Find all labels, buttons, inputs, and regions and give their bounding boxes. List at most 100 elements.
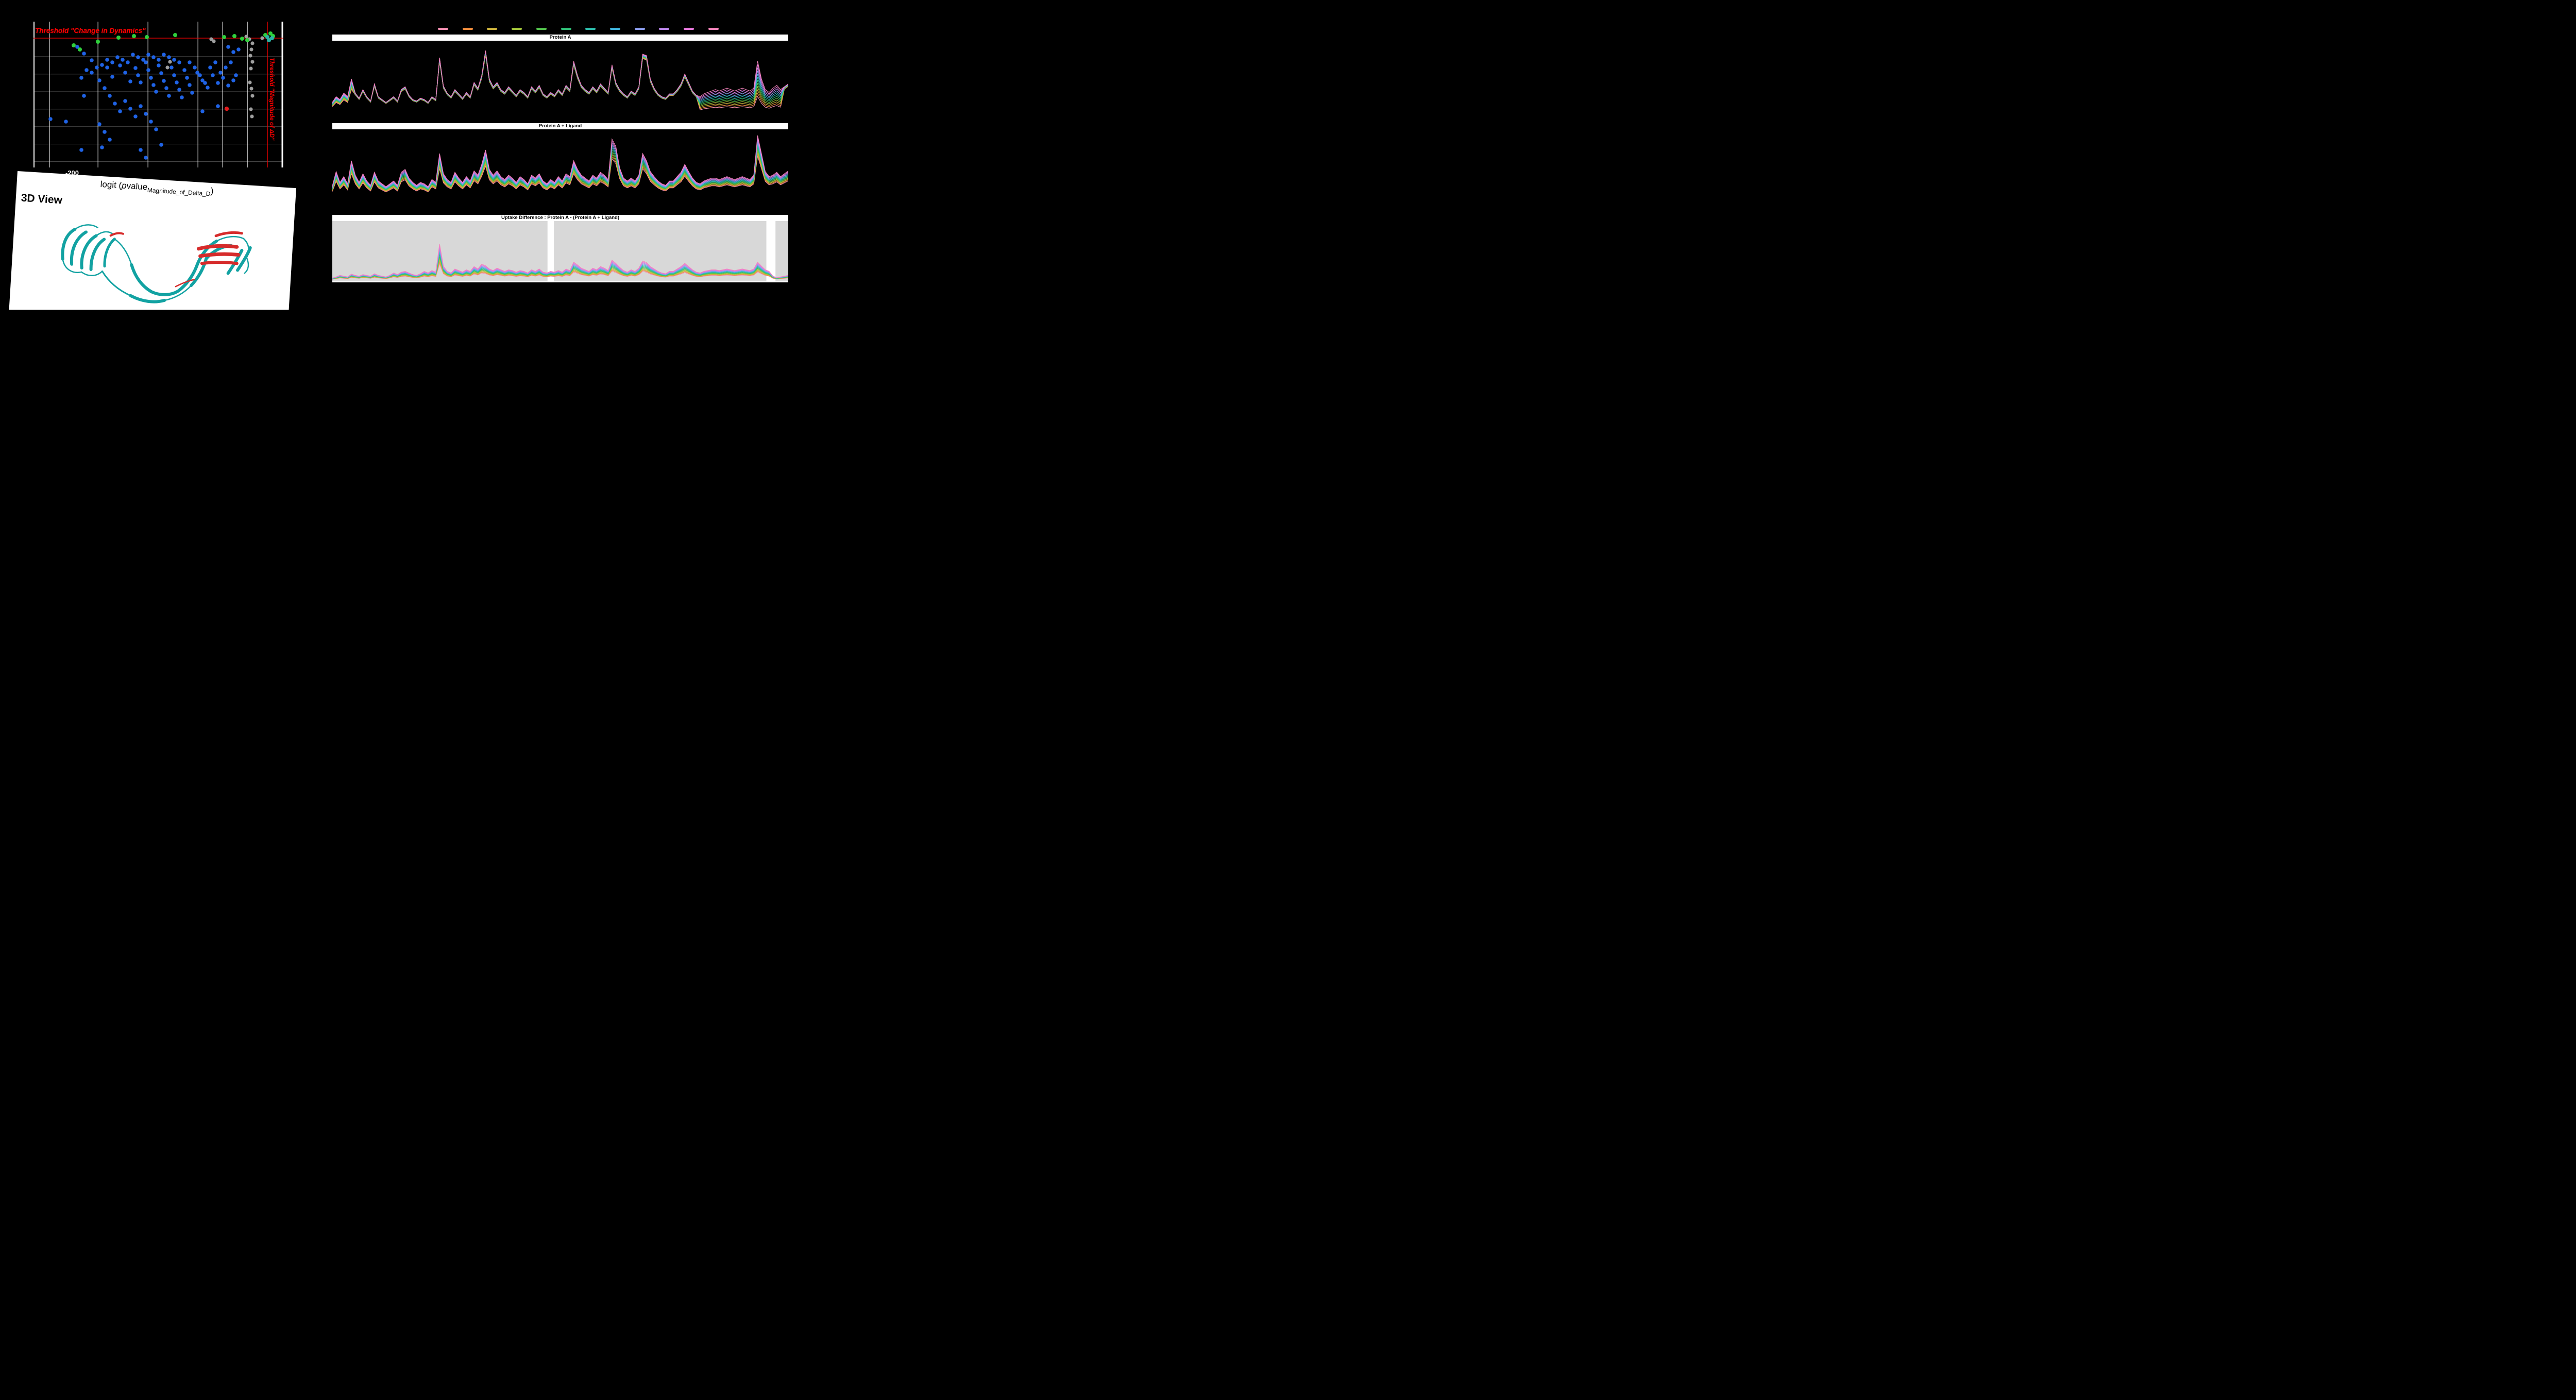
scatter-point-blue-points[interactable] — [84, 68, 89, 72]
timepoint-series-line[interactable] — [332, 55, 788, 109]
legend-timepoint-dash[interactable] — [610, 28, 621, 30]
scatter-point-blue-points[interactable] — [133, 66, 138, 70]
scatter-point-blue-points[interactable] — [157, 63, 161, 68]
scatter-point-blue-points[interactable] — [180, 95, 184, 99]
timepoint-series-line[interactable] — [332, 147, 788, 190]
scatter-point-blue-points[interactable] — [95, 65, 99, 70]
scatter-point-blue-points[interactable] — [149, 120, 153, 124]
scatter-point-blue-points[interactable] — [118, 109, 122, 113]
timepoint-series-line[interactable] — [332, 248, 788, 278]
timepoint-series-line[interactable] — [332, 264, 788, 279]
scatter-point-gray-points[interactable] — [165, 65, 170, 70]
scatter-point-red-points[interactable] — [224, 106, 229, 111]
scatter-point-blue-points[interactable] — [144, 112, 148, 116]
scatter-point-blue-points[interactable] — [193, 65, 197, 70]
scatter-point-blue-points[interactable] — [190, 91, 194, 95]
volcano-plot[interactable] — [33, 22, 283, 167]
scatter-point-blue-points[interactable] — [200, 109, 205, 113]
scatter-point-blue-points[interactable] — [208, 65, 212, 70]
scatter-point-blue-points[interactable] — [144, 156, 148, 160]
3d-view-panel[interactable]: logit (pvalueMagnitude_of_Delta_D) 3D Vi… — [7, 171, 296, 310]
timepoint-series-line[interactable] — [332, 262, 788, 279]
scatter-point-blue-points[interactable] — [206, 86, 210, 90]
scatter-point-blue-points[interactable] — [115, 55, 120, 59]
timepoint-series-line[interactable] — [332, 53, 788, 104]
scatter-point-blue-points[interactable] — [185, 76, 189, 80]
scatter-point-gray-points[interactable] — [249, 107, 253, 111]
scatter-point-gray-points[interactable] — [248, 54, 252, 58]
scatter-point-blue-points[interactable] — [226, 83, 230, 88]
scatter-point-blue-points[interactable] — [100, 145, 104, 149]
legend-timepoint-dash[interactable] — [684, 28, 694, 30]
scatter-point-green-points[interactable] — [268, 31, 273, 36]
timepoint-series-line[interactable] — [332, 259, 788, 279]
scatter-point-teal-points[interactable] — [267, 38, 271, 42]
scatter-point-blue-points[interactable] — [113, 102, 117, 106]
scatter-point-blue-points[interactable] — [221, 76, 225, 80]
timepoint-series-line[interactable] — [332, 145, 788, 189]
scatter-point-gray-points[interactable] — [212, 39, 216, 43]
scatter-point-blue-points[interactable] — [64, 120, 68, 124]
timepoint-series-line[interactable] — [332, 51, 788, 103]
timepoint-series-line[interactable] — [332, 154, 788, 191]
scatter-point-blue-points[interactable] — [144, 60, 148, 64]
scatter-point-blue-points[interactable] — [82, 52, 86, 56]
scatter-point-blue-points[interactable] — [128, 107, 132, 111]
legend-timepoint-dash[interactable] — [708, 28, 719, 30]
scatter-point-blue-points[interactable] — [108, 94, 112, 98]
scatter-point-blue-points[interactable] — [105, 58, 109, 62]
scatter-point-blue-points[interactable] — [126, 60, 130, 64]
scatter-point-blue-points[interactable] — [226, 45, 230, 49]
scatter-point-gray-points[interactable] — [250, 41, 255, 45]
scatter-point-blue-points[interactable] — [90, 71, 94, 75]
scatter-point-blue-points[interactable] — [198, 73, 202, 77]
scatter-point-blue-points[interactable] — [218, 71, 223, 75]
timepoint-series-line[interactable] — [332, 55, 788, 108]
scatter-point-blue-points[interactable] — [100, 63, 104, 67]
timepoint-series-line[interactable] — [332, 246, 788, 278]
scatter-point-blue-points[interactable] — [188, 60, 192, 64]
scatter-point-green-points[interactable] — [245, 38, 249, 42]
scatter-point-blue-points[interactable] — [203, 81, 207, 85]
scatter-point-blue-points[interactable] — [200, 78, 205, 82]
scatter-point-blue-points[interactable] — [136, 55, 140, 59]
scatter-point-blue-points[interactable] — [90, 58, 94, 62]
scatter-point-blue-points[interactable] — [224, 65, 228, 70]
scatter-point-blue-points[interactable] — [146, 68, 150, 72]
scatter-point-blue-points[interactable] — [157, 58, 161, 62]
scatter-point-blue-points[interactable] — [149, 76, 153, 80]
timepoint-series-line[interactable] — [332, 136, 788, 187]
scatter-point-green-points[interactable] — [132, 34, 136, 38]
scatter-point-blue-points[interactable] — [216, 81, 220, 85]
scatter-point-blue-points[interactable] — [118, 63, 122, 68]
scatter-point-green-points[interactable] — [173, 33, 177, 37]
scatter-point-blue-points[interactable] — [141, 58, 145, 62]
scatter-point-blue-points[interactable] — [79, 76, 83, 80]
timepoint-series-line[interactable] — [332, 153, 788, 191]
scatter-point-teal-points[interactable] — [265, 35, 269, 39]
scatter-point-blue-points[interactable] — [229, 60, 233, 64]
scatter-point-gray-points[interactable] — [249, 66, 253, 71]
scatter-point-gray-points[interactable] — [249, 47, 253, 52]
scatter-point-blue-points[interactable] — [123, 71, 127, 75]
timepoint-series-line[interactable] — [332, 50, 788, 102]
scatter-point-blue-points[interactable] — [170, 65, 174, 70]
scatter-point-blue-points[interactable] — [123, 99, 127, 103]
scatter-point-green-points[interactable] — [78, 47, 82, 52]
scatter-point-blue-points[interactable] — [103, 86, 107, 90]
scatter-point-blue-points[interactable] — [110, 75, 114, 79]
timepoint-series-line[interactable] — [332, 54, 788, 105]
scatter-point-blue-points[interactable] — [167, 55, 171, 59]
scatter-point-blue-points[interactable] — [103, 130, 107, 134]
scatter-point-blue-points[interactable] — [159, 143, 163, 147]
scatter-point-blue-points[interactable] — [167, 94, 171, 98]
timepoint-series-line[interactable] — [332, 53, 788, 104]
scatter-point-green-points[interactable] — [72, 43, 76, 47]
uptake-chart-protein-a[interactable] — [332, 41, 788, 120]
timepoint-series-line[interactable] — [332, 150, 788, 191]
scatter-point-blue-points[interactable] — [108, 138, 112, 142]
scatter-point-blue-points[interactable] — [154, 90, 158, 94]
scatter-point-blue-points[interactable] — [154, 127, 158, 131]
scatter-point-blue-points[interactable] — [151, 83, 156, 87]
timepoint-series-line[interactable] — [332, 148, 788, 190]
